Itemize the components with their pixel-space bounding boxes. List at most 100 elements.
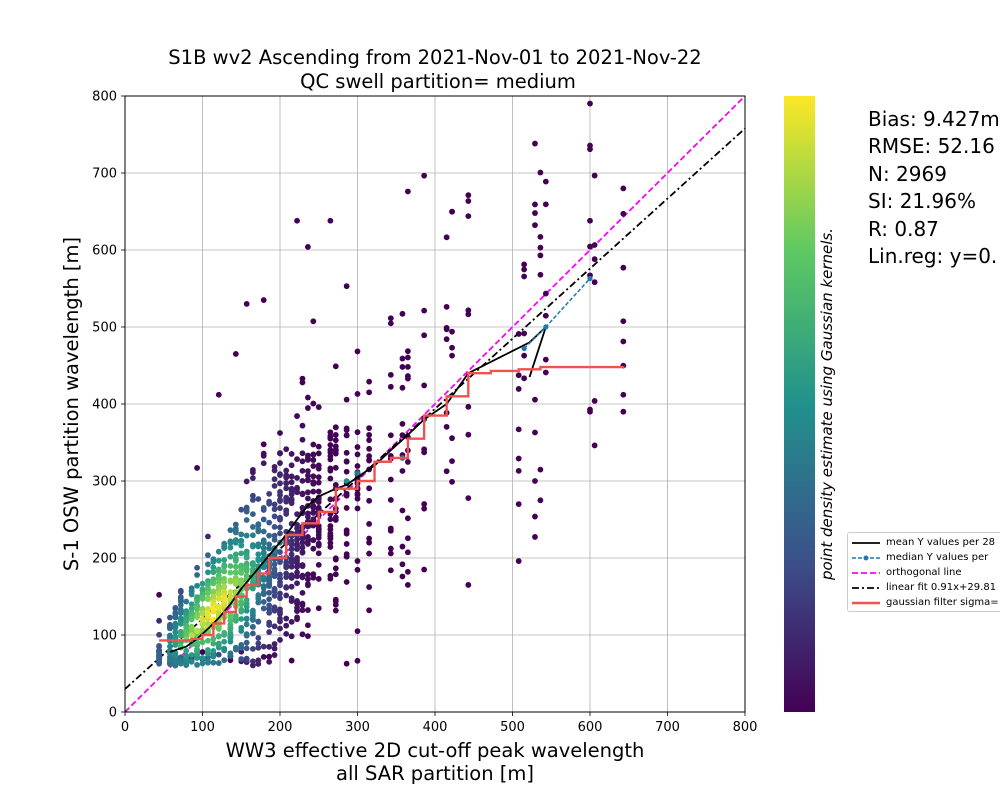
scatter-point [177, 632, 184, 639]
scatter-point [299, 436, 306, 443]
scatter-point [421, 172, 428, 179]
y-tick-label: 300 [92, 475, 117, 490]
y-tick-label: 700 [92, 167, 117, 182]
scatter-point [421, 566, 428, 573]
scatter-point [404, 364, 411, 370]
scatter-point [620, 264, 627, 271]
scatter-point [232, 551, 239, 558]
scatter-point [260, 550, 267, 557]
scatter-point [332, 363, 339, 370]
scatter-point [465, 431, 472, 438]
scatter-point [310, 480, 317, 487]
scatter-point [327, 475, 334, 482]
scatter-point [227, 544, 234, 551]
scatter-point [288, 618, 295, 625]
scatter-point [255, 557, 262, 564]
scatter-point [327, 435, 334, 442]
scatter-point [443, 326, 450, 333]
scatter-point [277, 615, 283, 622]
y-tick-label: 400 [92, 398, 117, 413]
scatter-point [305, 534, 311, 540]
scatter-point [591, 279, 598, 286]
scatter-point [343, 478, 350, 484]
scatter-point [310, 451, 317, 458]
scatter-point [283, 622, 290, 629]
scatter-point [343, 396, 350, 403]
scatter-point [299, 607, 306, 614]
scatter-point [332, 431, 339, 438]
scatter-point [221, 638, 228, 645]
scatter-point [366, 550, 373, 557]
scatter-point [260, 441, 267, 448]
scatter-point [277, 590, 283, 597]
scatter-point [465, 495, 472, 501]
legend-swatch-median [852, 555, 880, 561]
scatter-point [249, 524, 256, 530]
scatter-point [255, 522, 262, 529]
scatter-point [343, 527, 350, 534]
scatter-point [277, 450, 283, 457]
y-axis-label: S-1 OSW partition wavelength [m] [60, 237, 83, 571]
scatter-point [354, 558, 361, 564]
scatter-point [271, 604, 278, 611]
scatter-point [404, 535, 411, 542]
scatter-point [332, 464, 339, 471]
scatter-point [221, 563, 228, 570]
scatter-point [238, 506, 245, 513]
scatter-point [404, 375, 411, 382]
scatter-point [443, 303, 450, 310]
scatter-point [221, 645, 228, 652]
legend-swatch-mean [852, 542, 880, 544]
scatter-point [227, 611, 234, 618]
scatter-point [243, 508, 250, 515]
scatter-point [449, 344, 455, 351]
scatter-point [215, 557, 222, 564]
x-axis-ticks: 0 100 200 300 400 500 600 700 800 [121, 712, 757, 735]
scatter-point [215, 548, 222, 555]
scatter-point [249, 475, 256, 481]
scatter-point [167, 643, 173, 650]
scatter-point [205, 611, 211, 618]
y-tick-label: 100 [92, 629, 117, 644]
scatter-point [299, 544, 306, 551]
scatter-point [249, 532, 256, 539]
scatter-point [310, 463, 317, 469]
scatter-point [421, 446, 428, 453]
scatter-point [271, 532, 278, 539]
scatter-point [343, 458, 350, 465]
scatter-point [227, 578, 234, 585]
scatter-point [249, 469, 256, 476]
scatter-point [177, 620, 184, 627]
scatter-point [366, 378, 373, 385]
scatter-point [255, 640, 262, 647]
scatter-point [277, 516, 283, 523]
scatter-point [310, 571, 317, 578]
scatter-point [260, 654, 267, 660]
scatter-point [260, 528, 267, 535]
scatter-point [305, 581, 311, 588]
scatter-point [366, 497, 373, 504]
scatter-point [315, 488, 322, 495]
scatter-point [288, 500, 295, 507]
scatter-point [387, 432, 394, 439]
scatter-point [199, 616, 206, 622]
scatter-point [332, 571, 339, 578]
scatter-point [587, 406, 593, 413]
scatter-point [327, 442, 334, 448]
stats-r: R: 0.87 [868, 216, 939, 241]
scatter-point [354, 566, 361, 573]
scatter-point [294, 541, 300, 548]
scatter-point [205, 637, 211, 644]
scatter-point [315, 605, 322, 612]
scatter-point [343, 468, 350, 475]
scatter-point [266, 619, 273, 626]
scatter-point [399, 561, 406, 568]
scatter-point [515, 426, 522, 433]
scatter-point [443, 423, 450, 430]
scatter-point [177, 610, 184, 616]
scatter-point [515, 372, 522, 379]
scatter-point [399, 432, 406, 439]
scatter-point [532, 140, 538, 147]
scatter-point [194, 614, 200, 621]
scatter-point [366, 425, 373, 431]
